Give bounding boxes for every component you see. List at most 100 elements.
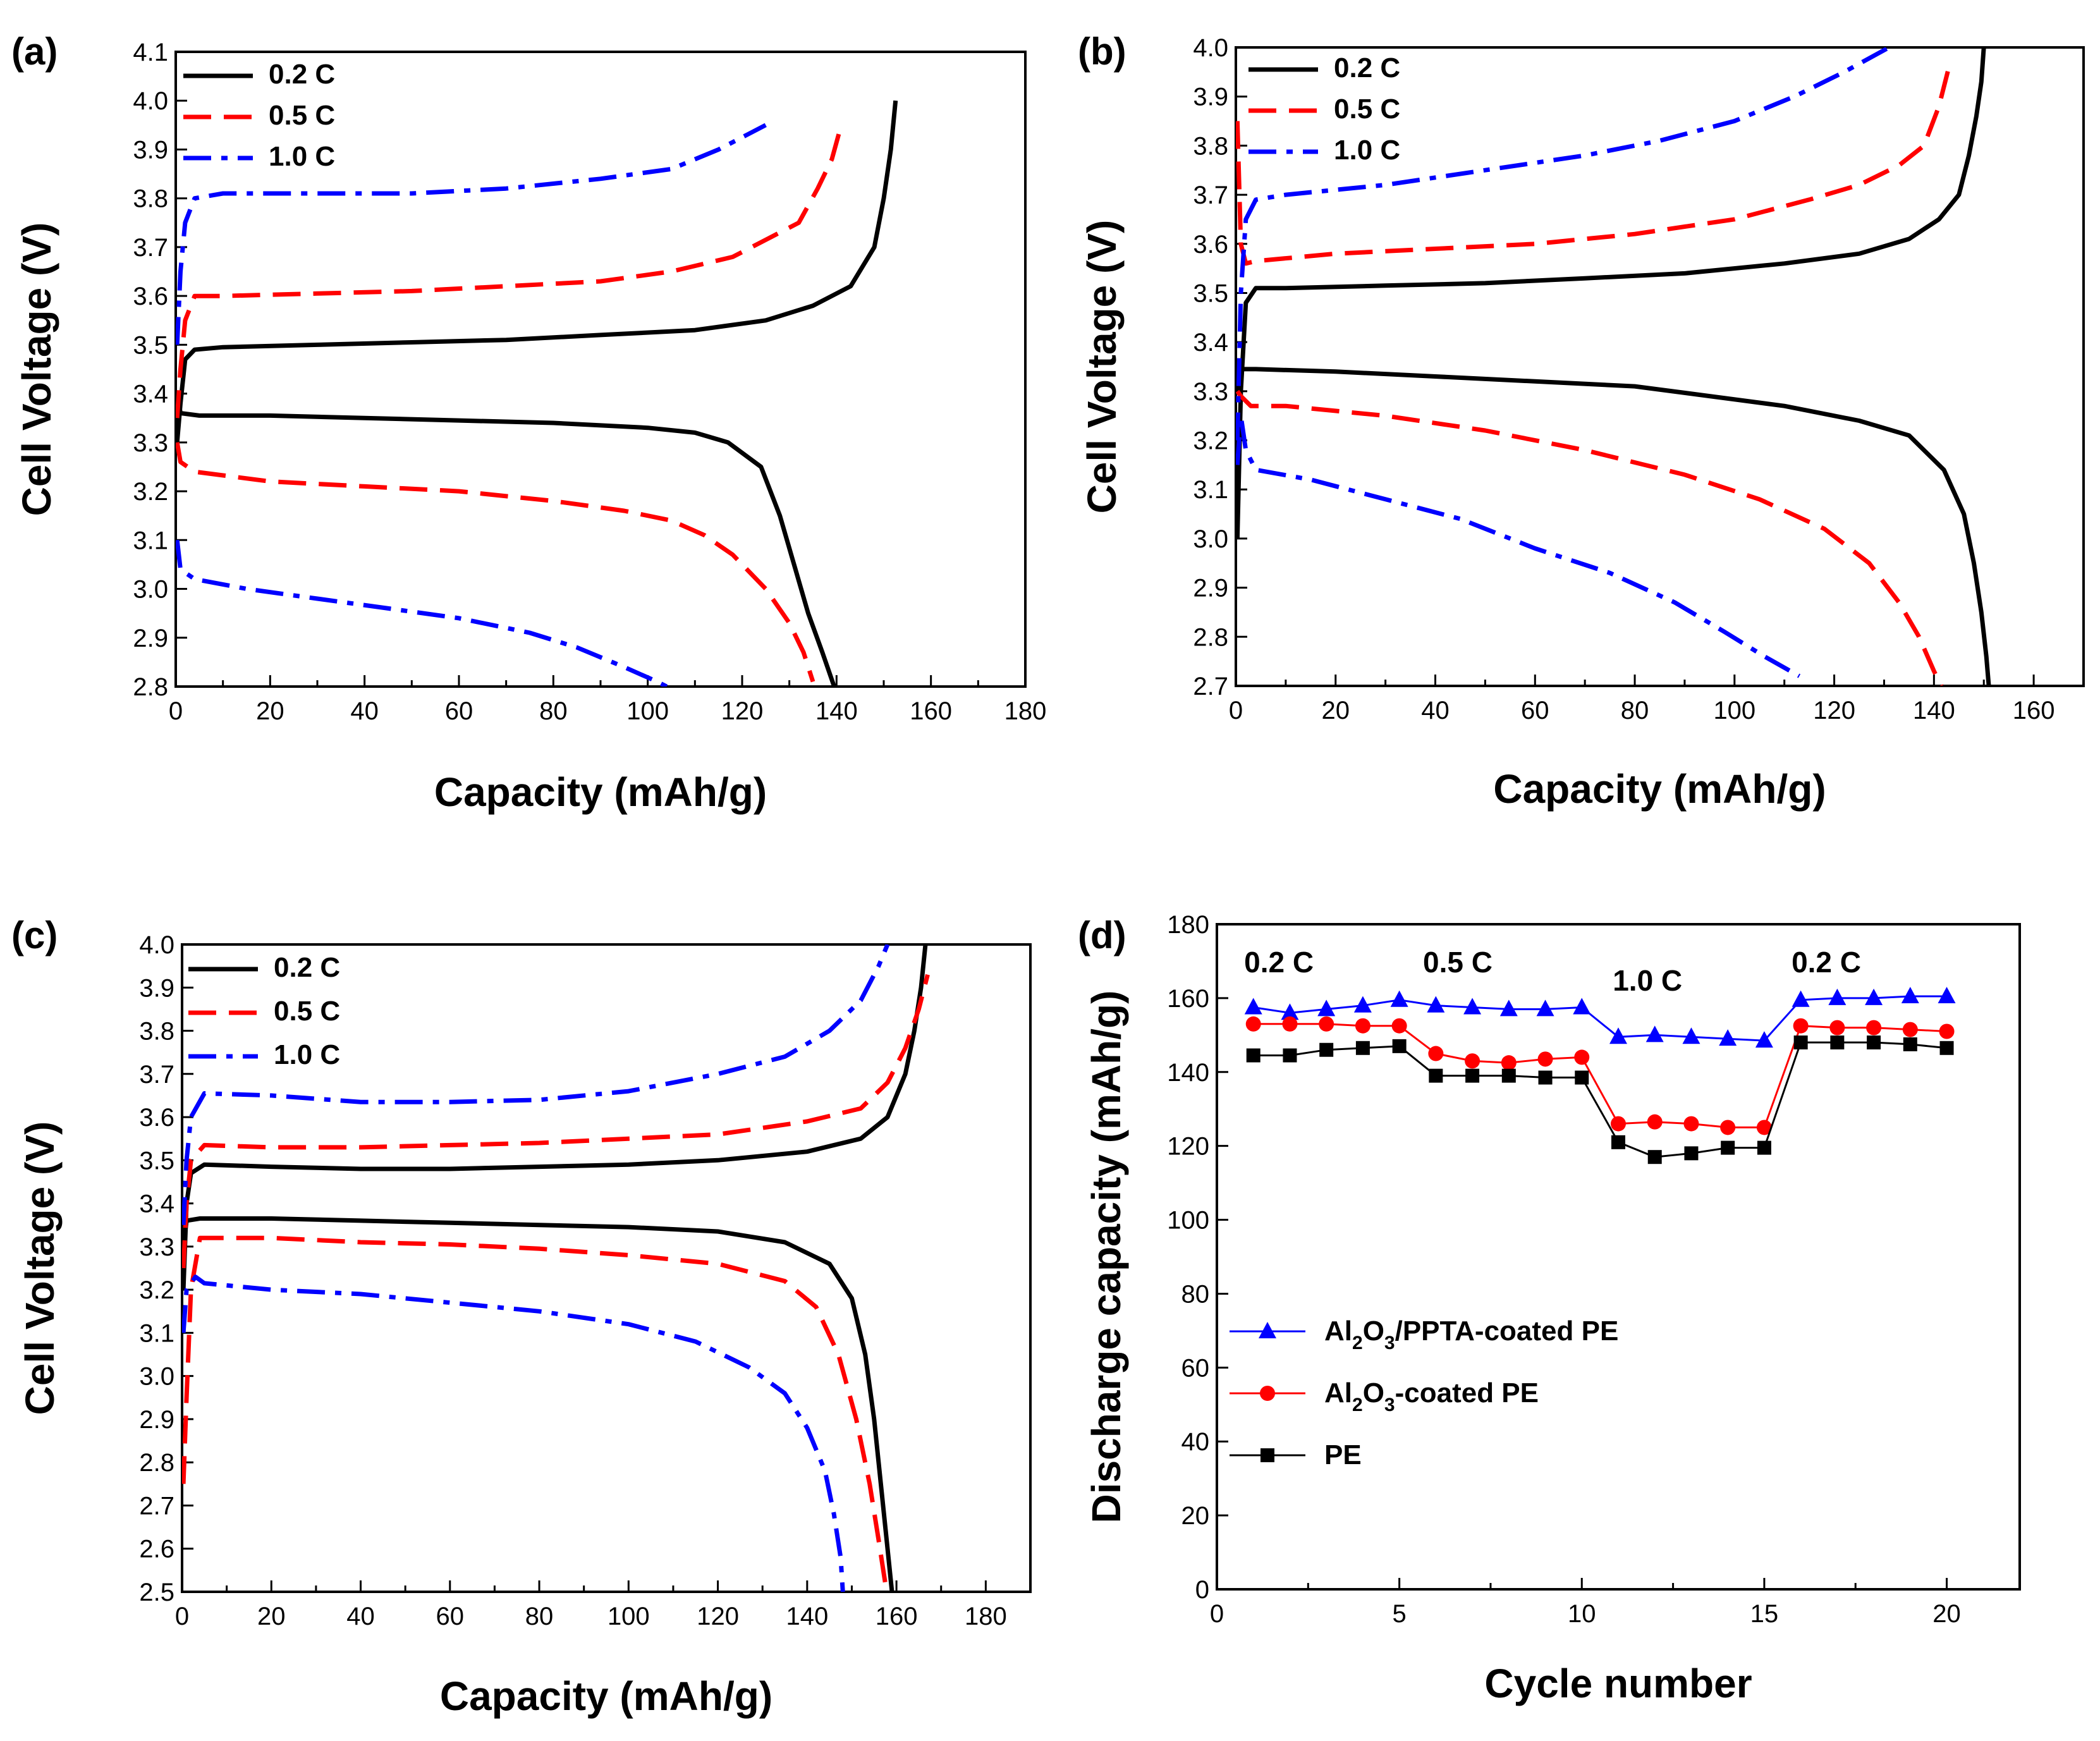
rate-annotation: 0.2 C: [1792, 946, 1861, 979]
y-tick-label: 3.4: [1193, 329, 1228, 357]
x-tick-label: 180: [965, 1603, 1007, 1630]
y-tick-label: 3.0: [1193, 525, 1228, 553]
data-point: [1828, 988, 1847, 1005]
data-point: [1537, 1051, 1553, 1067]
data-point: [1830, 1035, 1845, 1050]
y-tick-label: 40: [1181, 1428, 1210, 1456]
data-point: [1319, 1016, 1334, 1032]
data-point: [1611, 1116, 1626, 1132]
data-point: [1575, 1070, 1589, 1085]
data-point: [1501, 1055, 1517, 1071]
y-tick-label: 160: [1167, 985, 1209, 1013]
x-tick-label: 15: [1750, 1600, 1779, 1628]
data-point: [1903, 1037, 1917, 1051]
data-point: [1573, 998, 1591, 1015]
legend-label: PE: [1324, 1439, 1362, 1470]
data-layer: [182, 944, 930, 1592]
y-tick-label: 3.2: [1193, 427, 1228, 455]
data-layer: [1236, 47, 1991, 686]
y-tick-label: 4.0: [139, 931, 174, 959]
y-tick-label: 3.5: [1193, 279, 1228, 307]
data-point: [1901, 986, 1919, 1003]
y-tick-label: 2.9: [1193, 575, 1228, 602]
legend-label-part: O: [1363, 1378, 1384, 1408]
data-point: [1866, 1020, 1882, 1035]
series-charge-line: [182, 944, 928, 1290]
x-tick-label: 40: [1421, 697, 1450, 724]
y-tick-label: 3.1: [133, 527, 168, 554]
data-point: [1647, 1150, 1662, 1164]
y-tick-label: 80: [1181, 1280, 1210, 1308]
x-tick-label: 20: [1322, 697, 1350, 724]
data-point: [1319, 1042, 1334, 1057]
legend-marker: [1260, 1386, 1275, 1401]
x-tick-label: 120: [697, 1603, 739, 1630]
series-discharge-line: [182, 1274, 845, 1592]
data-point: [1792, 990, 1810, 1007]
panel-label: (b): [1078, 30, 1126, 73]
rate-annotation: 0.5 C: [1423, 946, 1493, 979]
x-tick-label: 0: [169, 697, 183, 725]
y-tick-label: 3.4: [133, 381, 168, 408]
series-charge-line: [182, 974, 930, 1269]
legend-label-part: 3: [1384, 1395, 1395, 1415]
x-tick-label: 5: [1393, 1600, 1407, 1628]
data-point: [1867, 1035, 1881, 1050]
x-tick-label: 100: [607, 1603, 650, 1630]
x-tick-label: 60: [1521, 697, 1549, 724]
series-line: [1253, 995, 1947, 1042]
x-tick-label: 20: [256, 697, 284, 725]
legend-label-part: O: [1363, 1316, 1384, 1347]
legend-label-part: 3: [1384, 1333, 1395, 1353]
y-tick-label: 3.3: [139, 1233, 174, 1261]
data-point: [1609, 1027, 1627, 1044]
data-point: [1281, 1003, 1299, 1020]
series-charge-line: [176, 123, 767, 345]
x-tick-label: 140: [815, 697, 858, 725]
x-axis-title: Capacity (mAh/g): [1493, 766, 1826, 812]
y-tick-label: 3.7: [133, 234, 168, 262]
series-charge-line: [1236, 47, 1986, 539]
y-tick-label: 3.1: [139, 1319, 174, 1347]
data-point: [1501, 1068, 1516, 1083]
series-discharge-line: [182, 1235, 888, 1584]
data-point: [1829, 1020, 1845, 1035]
data-point: [1499, 999, 1518, 1017]
y-tick-label: 3.8: [133, 185, 168, 213]
y-tick-label: 3.7: [1193, 181, 1228, 209]
y-tick-label: 3.8: [139, 1018, 174, 1046]
x-tick-label: 80: [539, 697, 568, 725]
y-axis-title: Cell Voltage (V): [1079, 220, 1125, 514]
x-tick-label: 140: [1913, 697, 1955, 724]
data-point: [1536, 999, 1554, 1017]
y-tick-label: 3.0: [139, 1363, 174, 1391]
legend-label: 0.2 C: [269, 59, 335, 90]
x-tick-label: 160: [876, 1603, 918, 1630]
series-discharge-line: [176, 393, 836, 687]
data-layer: [176, 100, 898, 687]
x-tick-label: 60: [436, 1603, 465, 1630]
data-point: [1645, 1025, 1664, 1042]
x-tick-label: 20: [257, 1603, 286, 1630]
y-tick-label: 2.8: [133, 673, 168, 701]
y-tick-label: 140: [1167, 1059, 1209, 1087]
data-point: [1757, 1140, 1771, 1155]
x-tick-label: 120: [1813, 697, 1855, 724]
panel-d: 0 20 40 60 80 100 120 140 160 180 0 5 10 15 20 (d) Cycle…: [1078, 911, 2021, 1706]
data-point: [1538, 1070, 1553, 1085]
x-axis-title: Cycle number: [1484, 1661, 1752, 1706]
x-tick-label: 80: [525, 1603, 554, 1630]
y-axis-title: Cell Voltage (V): [14, 223, 59, 516]
y-tick-label: 3.7: [139, 1061, 174, 1089]
y-tick-label: 3.0: [133, 576, 168, 604]
x-tick-label: 100: [626, 697, 669, 725]
data-point: [1245, 1016, 1261, 1032]
x-tick-label: 160: [2013, 697, 2055, 724]
legend-label-part: /PPTA-coated PE: [1395, 1316, 1619, 1347]
x-tick-label: 160: [910, 697, 952, 725]
legend-label: 0.5 C: [269, 100, 335, 131]
y-tick-label: 3.6: [133, 283, 168, 310]
data-point: [1902, 1022, 1918, 1037]
